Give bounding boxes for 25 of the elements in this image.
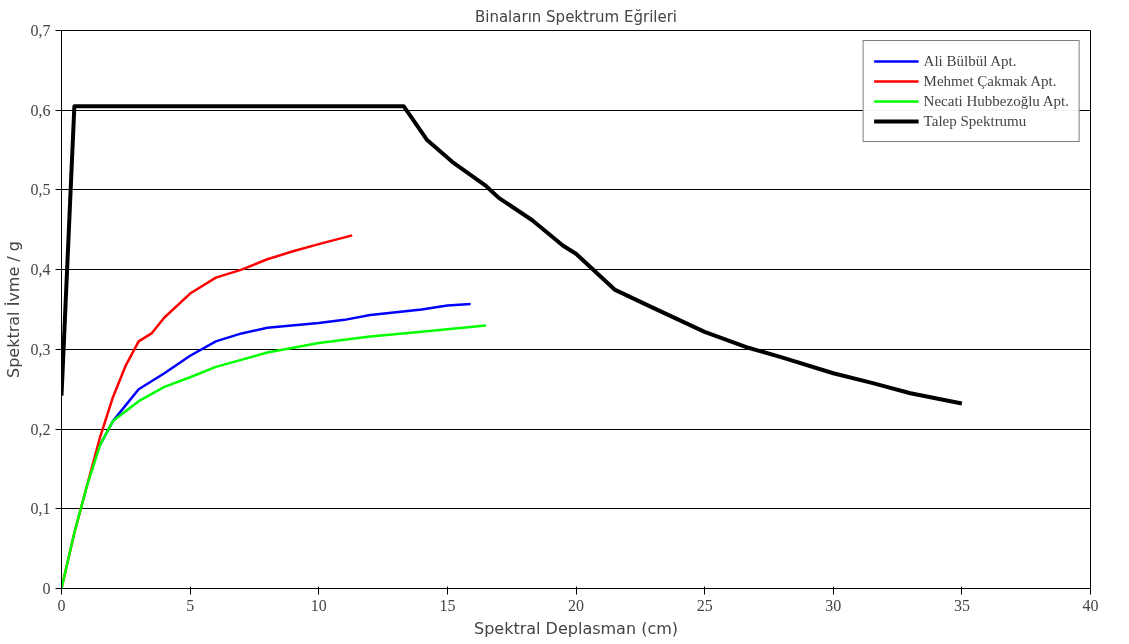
x-tick-label: 30 xyxy=(825,596,842,614)
y-tick-label: 0,2 xyxy=(30,420,51,438)
x-tick-label: 15 xyxy=(439,596,456,614)
y-tick-label: 0,7 xyxy=(30,22,51,39)
x-axis-title: Spektral Deplasman (cm) xyxy=(474,618,678,638)
legend-label: Mehmet Çakmak Apt. xyxy=(923,72,1057,90)
y-axis-title: Spektral İvme / g xyxy=(3,241,23,378)
x-tick-label: 20 xyxy=(568,596,584,614)
x-tick-label: 5 xyxy=(186,596,195,614)
legend-label: Necati Hubbezoğlu Apt. xyxy=(923,92,1069,110)
line-series xyxy=(61,324,488,589)
legend-label: Talep Spektrumu xyxy=(923,112,1027,130)
y-tick-label: 0 xyxy=(42,580,51,597)
x-tick-label: 25 xyxy=(696,596,713,614)
x-tick-label: 40 xyxy=(1082,596,1099,614)
x-tick-label: 10 xyxy=(310,596,327,614)
y-tick-label: 0,4 xyxy=(30,261,51,279)
y-tick-label: 0,1 xyxy=(30,500,51,518)
chart-title: Binaların Spektrum Eğrileri xyxy=(474,7,678,26)
y-tick-label: 0,3 xyxy=(30,340,51,358)
x-tick-label: 35 xyxy=(953,596,970,614)
y-tick-label: 0,6 xyxy=(30,101,51,119)
x-tick-label: 0 xyxy=(57,596,66,614)
y-tick-label: 0,5 xyxy=(30,181,51,199)
legend-label: Ali Bülbül Apt. xyxy=(923,52,1017,70)
